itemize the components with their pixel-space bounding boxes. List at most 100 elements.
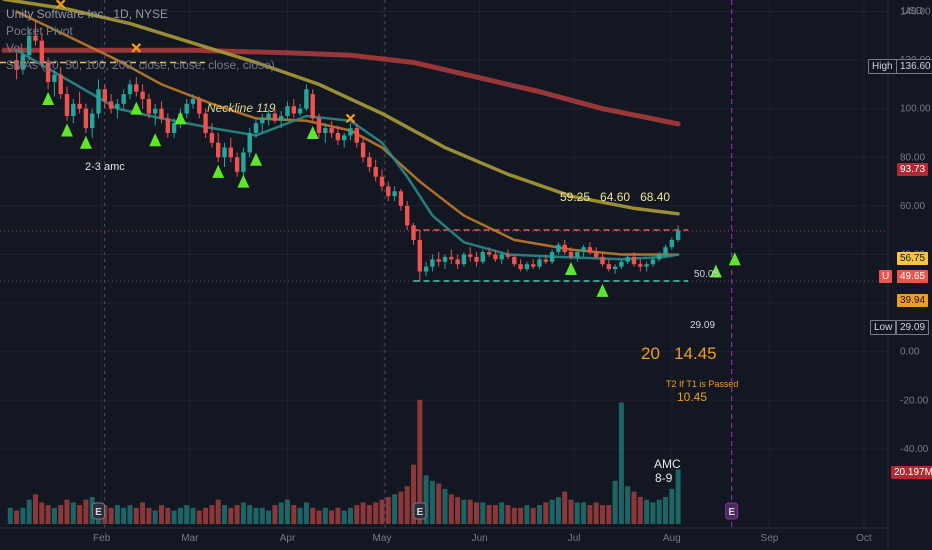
candle-body	[650, 259, 656, 265]
volume-bar	[7, 507, 13, 524]
candle-body	[241, 152, 246, 172]
candle-body	[575, 252, 580, 257]
candle-body	[411, 225, 416, 240]
candlesticks	[14, 19, 681, 281]
candle-body	[493, 254, 498, 260]
candle-body	[531, 264, 536, 267]
candle-body	[417, 239, 422, 272]
sell-marker	[345, 113, 356, 124]
volume-bar	[272, 505, 278, 524]
volume-bar	[404, 486, 410, 524]
volume-bar	[278, 502, 284, 524]
candle-body	[329, 128, 334, 133]
volume-bar	[625, 486, 631, 524]
volume-bar	[310, 507, 316, 524]
sma50-tag: 39.94	[897, 294, 929, 307]
candle-body	[285, 106, 290, 116]
candle-body	[405, 205, 410, 226]
volume-bar	[543, 502, 549, 524]
candle-body	[77, 103, 82, 109]
candle-body	[631, 256, 637, 265]
volume-bar	[266, 510, 272, 524]
volume-bar	[663, 497, 668, 524]
volume-bar	[562, 491, 568, 524]
y-tick-label: -20.00	[900, 395, 929, 406]
volume-bar	[77, 505, 83, 524]
target-one: 20 14.45	[641, 344, 717, 363]
volume-bar	[348, 507, 353, 524]
candle-body	[606, 264, 611, 270]
candle-body	[581, 247, 586, 253]
candle-body	[33, 35, 38, 41]
candle-body	[171, 123, 177, 133]
candle-body	[594, 252, 599, 257]
volume-bar	[423, 475, 429, 524]
volume-bar	[247, 505, 253, 524]
pocket-pivot-arrow	[728, 252, 741, 266]
time-axis[interactable]: Feb Mar Apr May Jun Jul Aug Sep Oct	[0, 527, 888, 544]
currency-label: USD	[902, 6, 924, 17]
candle-body	[71, 103, 76, 116]
legend-smas[interactable]: SMAs (20, 50, 100, 200, close, close, cl…	[6, 58, 275, 72]
candle-body	[159, 108, 164, 119]
candle-body	[184, 103, 189, 114]
earnings-note-2-line2: 8-9	[655, 471, 673, 485]
candle-body	[90, 113, 95, 129]
volume-bar	[467, 499, 473, 524]
y-tick-label: 100.00	[900, 104, 931, 115]
legend-title[interactable]: Unity Software Inc., 1D, NYSE	[6, 7, 169, 21]
candle-body	[392, 191, 397, 197]
volume-bar	[215, 499, 221, 524]
candle-body	[669, 239, 674, 248]
candle-body	[115, 103, 120, 109]
earnings-note-2-line1: AMC	[654, 457, 681, 471]
candle-body	[524, 264, 530, 270]
candle-body	[260, 118, 265, 124]
volume-bar	[196, 510, 202, 524]
candle-body	[537, 259, 542, 267]
volume-bar	[140, 502, 146, 524]
volume-bar	[537, 505, 542, 524]
candle-body	[556, 244, 561, 253]
y-tick-label: -40.00	[900, 444, 929, 455]
candle-body	[461, 254, 467, 265]
candle-body	[228, 147, 233, 158]
volume-bar	[574, 502, 580, 524]
earnings-badge	[92, 502, 105, 520]
volume-bar	[253, 507, 259, 524]
price-tag-value: 49.65	[897, 270, 929, 283]
candle-body	[512, 256, 517, 265]
volume-bar	[549, 499, 555, 524]
legend-volume[interactable]: Vol	[6, 41, 23, 55]
volume-bar	[392, 494, 398, 524]
legend-pocket-pivot[interactable]: Pocket Pivot	[6, 24, 73, 38]
candle-body	[612, 266, 618, 270]
volume-bar	[581, 502, 587, 524]
earnings-badge-letter: E	[95, 507, 102, 518]
earnings-badge-letter: E	[728, 507, 735, 518]
candle-body	[474, 256, 479, 262]
candle-body	[297, 108, 303, 114]
candle-body	[58, 74, 63, 95]
volume-bar	[51, 507, 57, 524]
volume-bar	[26, 499, 32, 524]
volume-bar	[203, 507, 209, 524]
pocket-pivot-arrow	[42, 91, 55, 105]
sell-marker	[131, 43, 142, 53]
volume-bar	[297, 507, 303, 524]
x-tick-label: Oct	[856, 533, 872, 544]
target-two-label: T2 If T1 is Passed	[666, 379, 739, 389]
volume-bar	[650, 502, 656, 524]
volume-bar	[165, 507, 171, 524]
candle-body	[430, 259, 435, 267]
grid	[0, 0, 888, 528]
candle-body	[14, 60, 19, 70]
candle-body	[442, 256, 448, 262]
candle-body	[549, 252, 555, 262]
pocket-pivot-arrow	[61, 123, 73, 137]
volume-bar	[480, 502, 486, 524]
volume-bar	[511, 507, 517, 524]
y-tick-label: 60.00	[900, 201, 925, 212]
